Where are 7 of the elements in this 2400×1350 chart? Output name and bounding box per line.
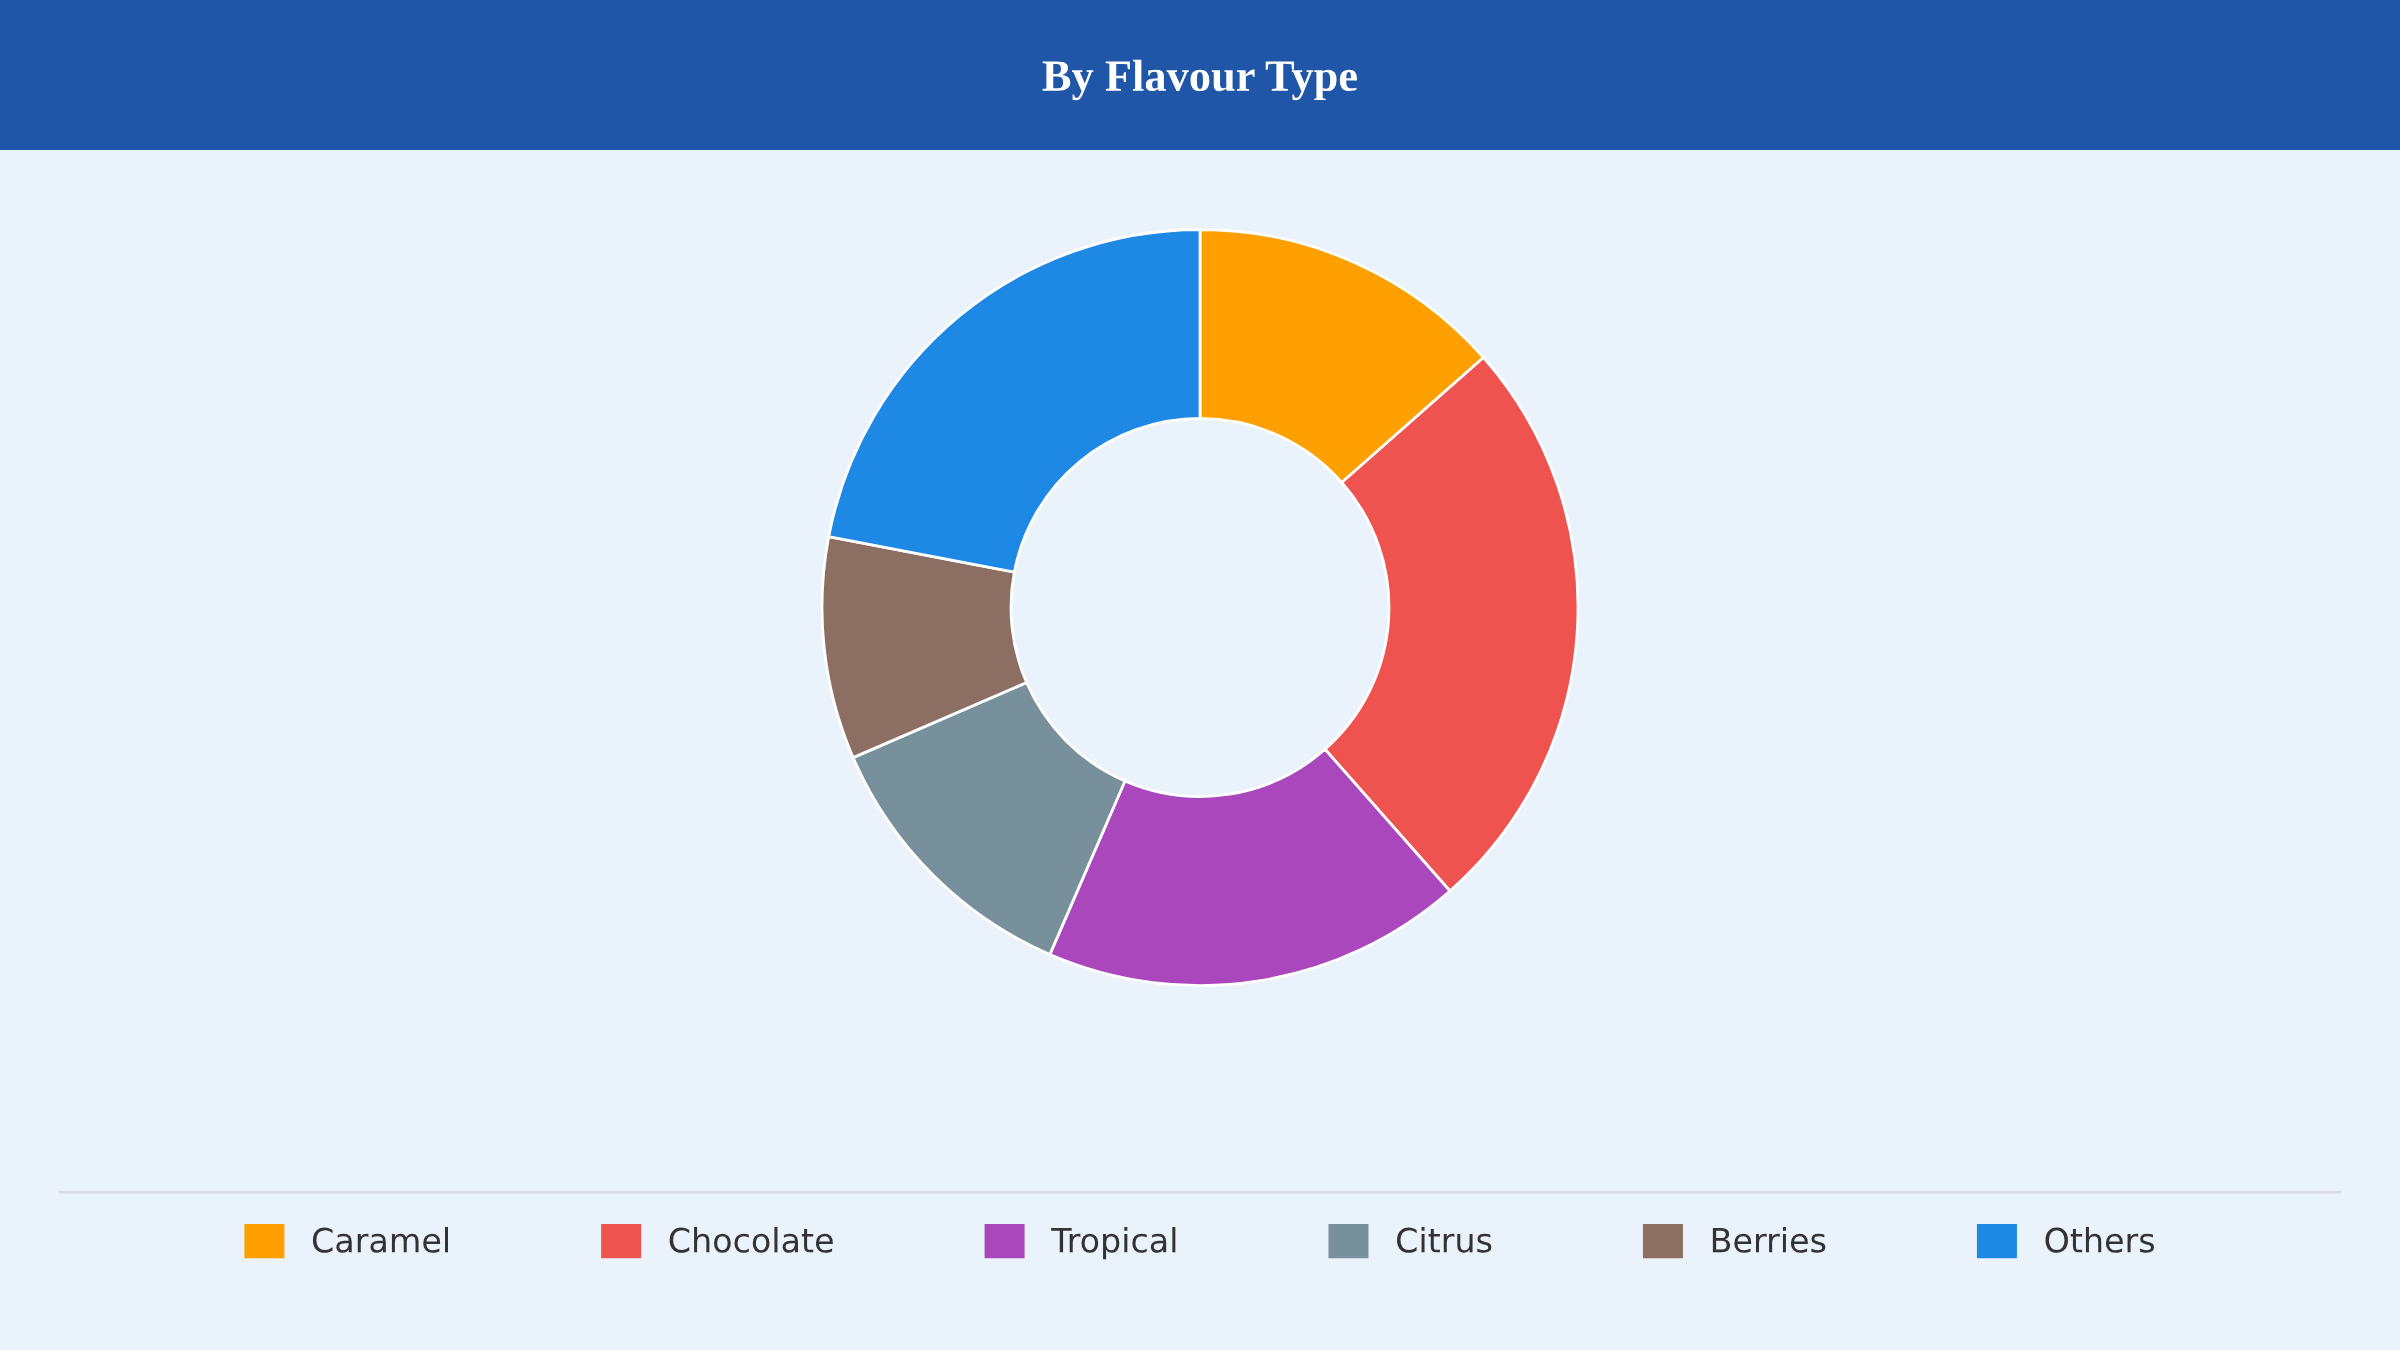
chart-title: By Flavour Type bbox=[1042, 59, 1357, 101]
legend-label: Caramel bbox=[312, 1226, 448, 1253]
legend-label: Chocolate bbox=[669, 1226, 833, 1253]
legend-label: Others bbox=[2045, 1226, 2154, 1253]
legend-label: Citrus bbox=[1397, 1226, 1492, 1253]
legend-label: Berries bbox=[1712, 1226, 1826, 1253]
legend-label: Tropical bbox=[1051, 1226, 1176, 1260]
